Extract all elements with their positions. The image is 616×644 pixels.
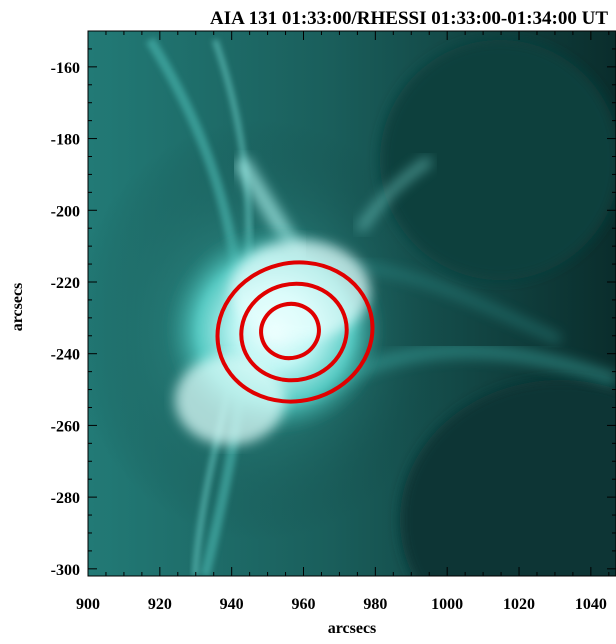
plot-frame bbox=[87, 30, 616, 577]
x-tick-label: 960 bbox=[292, 596, 316, 613]
y-tick-label: -180 bbox=[51, 132, 80, 149]
y-axis-label: arcsecs bbox=[9, 282, 26, 332]
x-tick-label: 980 bbox=[363, 596, 387, 613]
y-tick-label: -300 bbox=[51, 562, 80, 579]
rhessi-contours bbox=[215, 260, 375, 404]
y-tick-label: -160 bbox=[51, 60, 80, 77]
y-tick-label: -200 bbox=[51, 203, 80, 220]
axis-ticks: 900 920 940 960 980 1000 1020 1040 -160 -180 -200 -… bbox=[51, 30, 616, 613]
y-tick-label: -220 bbox=[51, 275, 80, 292]
x-tick-label: 900 bbox=[76, 596, 100, 613]
y-tick-label: -280 bbox=[51, 490, 80, 507]
x-tick-label: 920 bbox=[148, 596, 172, 613]
contour-middle bbox=[239, 281, 349, 383]
y-tick-label: -240 bbox=[51, 347, 80, 364]
y-tick-label: -260 bbox=[51, 418, 80, 435]
x-tick-label: 940 bbox=[220, 596, 244, 613]
x-axis-label: arcsecs bbox=[327, 620, 377, 637]
figure-title: AIA 131 01:33:00/RHESSI 01:33:00-01:34:0… bbox=[210, 8, 608, 29]
x-tick-label: 1040 bbox=[575, 596, 607, 613]
contour-outer bbox=[215, 260, 375, 404]
contour-inner bbox=[259, 301, 321, 361]
aia-131-image bbox=[88, 31, 616, 576]
x-tick-label: 1000 bbox=[431, 596, 463, 613]
x-tick-label: 1020 bbox=[503, 596, 535, 613]
